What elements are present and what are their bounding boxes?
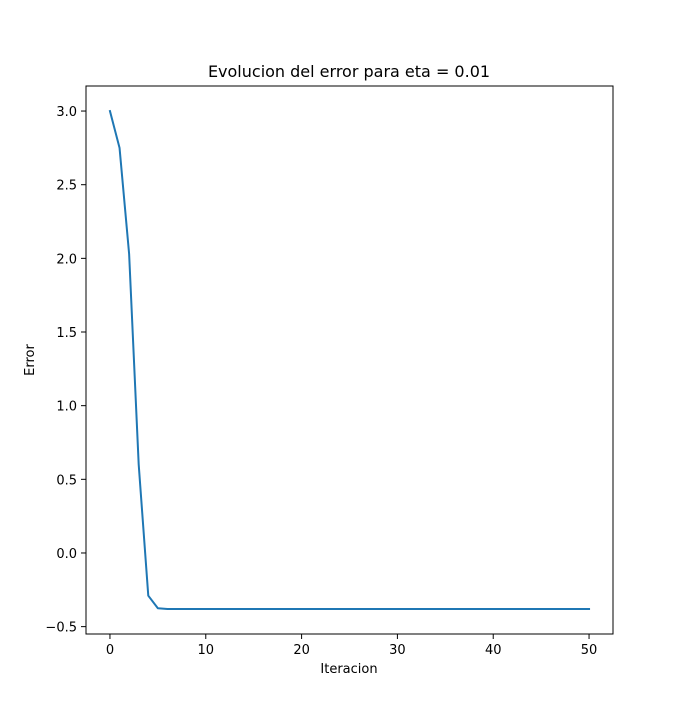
x-tick-label: 0 (106, 643, 114, 658)
y-tick-label: 3.0 (56, 105, 77, 120)
plot-area: 0 10 20 30 40 50 −0.5 0.0 0.5 1.0 1.5 2.0 2.5 3.0 (45, 85, 614, 658)
x-tick-label: 10 (197, 643, 214, 658)
series-line-0 (108, 109, 591, 610)
y-tick-label: 2.0 (56, 252, 77, 267)
x-tick-label: 50 (581, 643, 598, 658)
x-axis-label: Iteracion (320, 662, 377, 677)
y-axis-label: Error (23, 344, 38, 376)
y-tick-label: 0.0 (56, 547, 77, 562)
y-tick-label: 0.5 (56, 473, 77, 488)
x-tick-label: 20 (293, 643, 310, 658)
chart-title: Evolucion del error para eta = 0.01 (208, 62, 490, 81)
plot-frame (85, 85, 614, 635)
x-tick-label: 40 (485, 643, 502, 658)
y-tick-label: 2.5 (56, 179, 77, 194)
y-tick-label: 1.0 (56, 400, 77, 415)
y-tick-label: 1.5 (56, 326, 77, 341)
x-tick-label: 30 (389, 643, 406, 658)
y-tick-label: −0.5 (45, 621, 77, 636)
